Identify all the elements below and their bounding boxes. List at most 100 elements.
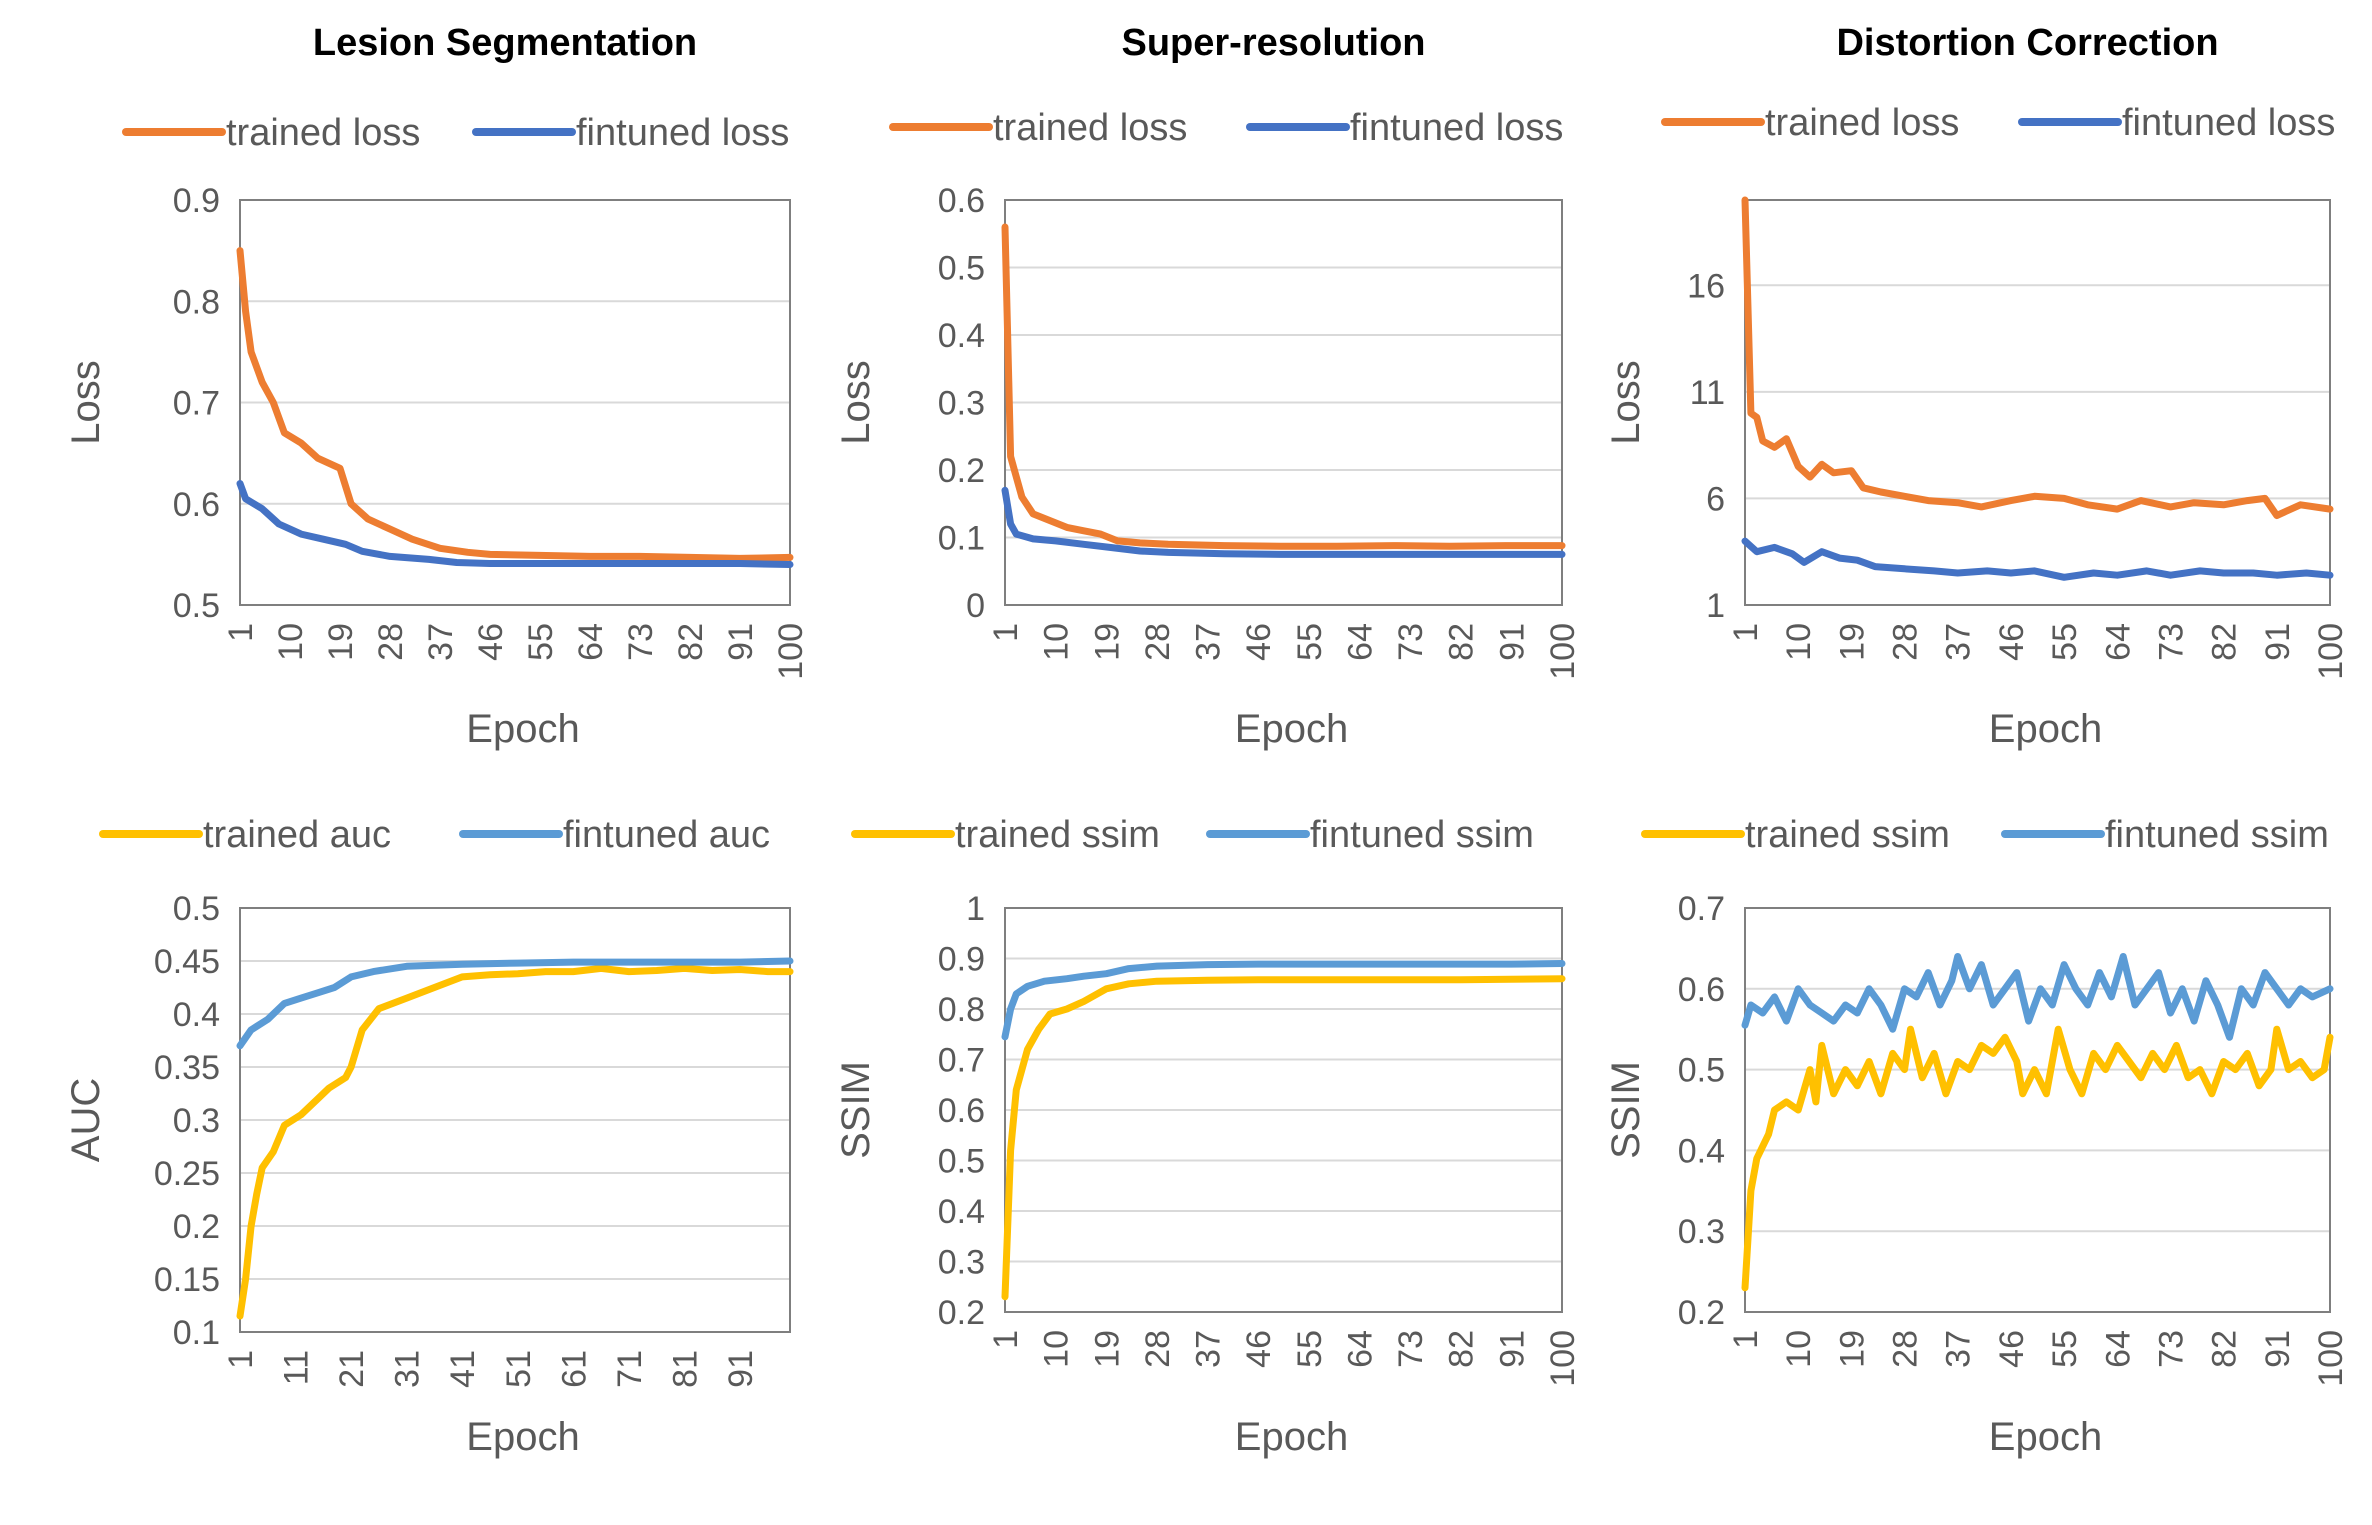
x-tick-label: 81	[666, 1350, 704, 1388]
x-tick-label: 37	[422, 623, 460, 661]
legend-label: fintuned loss	[2122, 102, 2335, 144]
x-tick-label: 100	[2312, 1330, 2350, 1387]
x-axis-title: Epoch	[1235, 707, 1348, 751]
x-tick-label: 28	[1139, 623, 1177, 661]
x-tick-label: 82	[1443, 623, 1481, 661]
chart-4: 0.10.150.20.250.30.350.40.450.51 11 21 31 41…	[64, 814, 794, 1459]
x-tick-label: 91	[1493, 1330, 1531, 1368]
x-tick-label: 64	[2099, 623, 2137, 661]
chart-6: 0.2 0.3 0.4 0.5 0.6 0.7 1 10 19 28 37 46 55 64 73 82 91 1…	[1604, 814, 2350, 1459]
plot-area	[239, 199, 791, 606]
legend-label: fintuned auc	[563, 814, 770, 856]
x-tick-label: 64	[2099, 1330, 2137, 1368]
y-tick-label: 0.15	[154, 1261, 220, 1299]
y-tick-label: 0.9	[173, 182, 220, 220]
y-tick-label: 0.4	[938, 1193, 985, 1231]
y-tick-label: 0.4	[938, 317, 985, 355]
y-tick-label: 0.45	[154, 943, 220, 981]
series-line-fintuned-auc	[236, 957, 794, 1050]
legend-label: trained ssim	[1745, 814, 1950, 856]
x-tick-label: 46	[1240, 1330, 1278, 1368]
y-tick-label: 0.6	[938, 182, 985, 220]
y-tick-label: 0.4	[173, 996, 220, 1034]
x-tick-label: 61	[555, 1350, 593, 1388]
legend-label: fintuned ssim	[2105, 814, 2329, 856]
x-tick-label: 55	[2046, 623, 2084, 661]
y-tick-label: 0.7	[173, 385, 220, 423]
x-tick-label: 19	[1833, 623, 1871, 661]
x-tick-label: 10	[1780, 623, 1818, 661]
x-tick-label: 37	[1190, 623, 1228, 661]
plot-area	[1744, 907, 2331, 1313]
x-tick-label: 10	[1038, 623, 1076, 661]
legend-label: trained loss	[226, 112, 420, 154]
x-axis-title: Epoch	[1989, 1415, 2102, 1459]
x-tick-label: 73	[2152, 623, 2190, 661]
x-tick-label: 55	[1291, 1330, 1329, 1368]
series-line-fintuned-ssim	[1001, 960, 1566, 1041]
y-axis-title: SSIM	[834, 1061, 878, 1159]
x-tick-label: 91	[722, 1350, 760, 1388]
x-axis-title: Epoch	[466, 707, 579, 751]
x-tick-label: 11	[278, 1350, 316, 1385]
plot-area	[1004, 199, 1563, 606]
y-tick-label: 0.2	[1678, 1294, 1725, 1332]
x-tick-label: 10	[1038, 1330, 1076, 1368]
x-tick-label: 55	[1291, 623, 1329, 661]
chart-5: 0.2 0.3 0.4 0.5 0.6 0.7 0.8 0.9 1 1 10 19 28 37 46 55 64…	[834, 814, 1582, 1459]
legend-label: fintuned loss	[1350, 107, 1563, 149]
x-tick-label: 100	[2312, 623, 2350, 680]
plot-area	[1004, 907, 1563, 1313]
x-axis-title: Epoch	[1235, 1415, 1348, 1459]
x-tick-label: 19	[1833, 1330, 1871, 1368]
x-tick-label: 1	[222, 1350, 260, 1369]
chart-1: Lesion Segmentation 0.5 0.6 0.7 0.8 0.9 1 10 19 2…	[64, 22, 810, 751]
y-tick-label: 0.3	[938, 1244, 985, 1282]
series-line-fintuned-ssim	[1741, 953, 2334, 1041]
x-tick-label: 55	[2046, 1330, 2084, 1368]
y-axis-title: Loss	[64, 360, 108, 445]
x-axis-title: Epoch	[466, 1415, 579, 1459]
x-tick-label: 37	[1940, 1330, 1978, 1368]
y-tick-label: 1	[966, 890, 985, 928]
chart-title: Lesion Segmentation	[313, 22, 697, 64]
series-line-trained-loss	[1741, 196, 2334, 519]
x-tick-label: 28	[1887, 623, 1925, 661]
y-tick-label: 0	[966, 587, 985, 625]
x-tick-label: 55	[522, 623, 560, 661]
x-tick-label: 19	[1088, 1330, 1126, 1368]
y-tick-label: 11	[1690, 374, 1725, 412]
x-tick-label: 10	[1780, 1330, 1818, 1368]
x-tick-label: 46	[1240, 623, 1278, 661]
x-tick-label: 41	[444, 1350, 482, 1388]
x-tick-label: 1	[1727, 623, 1765, 642]
x-tick-label: 71	[611, 1350, 649, 1388]
y-tick-label: 0.9	[938, 941, 985, 979]
x-tick-label: 19	[322, 623, 360, 661]
y-axis-title: SSIM	[1604, 1061, 1648, 1159]
y-tick-label: 0.2	[938, 452, 985, 490]
legend-label: trained loss	[993, 107, 1187, 149]
y-tick-label: 0.6	[938, 1092, 985, 1130]
legend-label: fintuned ssim	[1310, 814, 1534, 856]
x-tick-label: 91	[2259, 623, 2297, 661]
y-tick-label: 0.25	[154, 1155, 220, 1193]
x-tick-label: 51	[500, 1350, 538, 1388]
x-tick-label: 91	[722, 623, 760, 661]
x-tick-label: 46	[472, 623, 510, 661]
series-line-trained-ssim	[1001, 975, 1566, 1301]
y-axis-title: Loss	[1604, 360, 1648, 445]
x-tick-label: 1	[987, 1330, 1025, 1349]
x-tick-label: 82	[1443, 1330, 1481, 1368]
y-tick-label: 0.1	[938, 520, 985, 558]
x-tick-label: 64	[1341, 1330, 1379, 1368]
y-tick-label: 0.5	[938, 1143, 985, 1181]
x-tick-label: 10	[272, 623, 310, 661]
x-tick-label: 1	[987, 623, 1025, 642]
x-tick-label: 46	[1993, 623, 2031, 661]
plot-area	[239, 907, 791, 1333]
y-tick-label: 0.5	[938, 250, 985, 288]
y-tick-label: 0.3	[1678, 1213, 1725, 1251]
